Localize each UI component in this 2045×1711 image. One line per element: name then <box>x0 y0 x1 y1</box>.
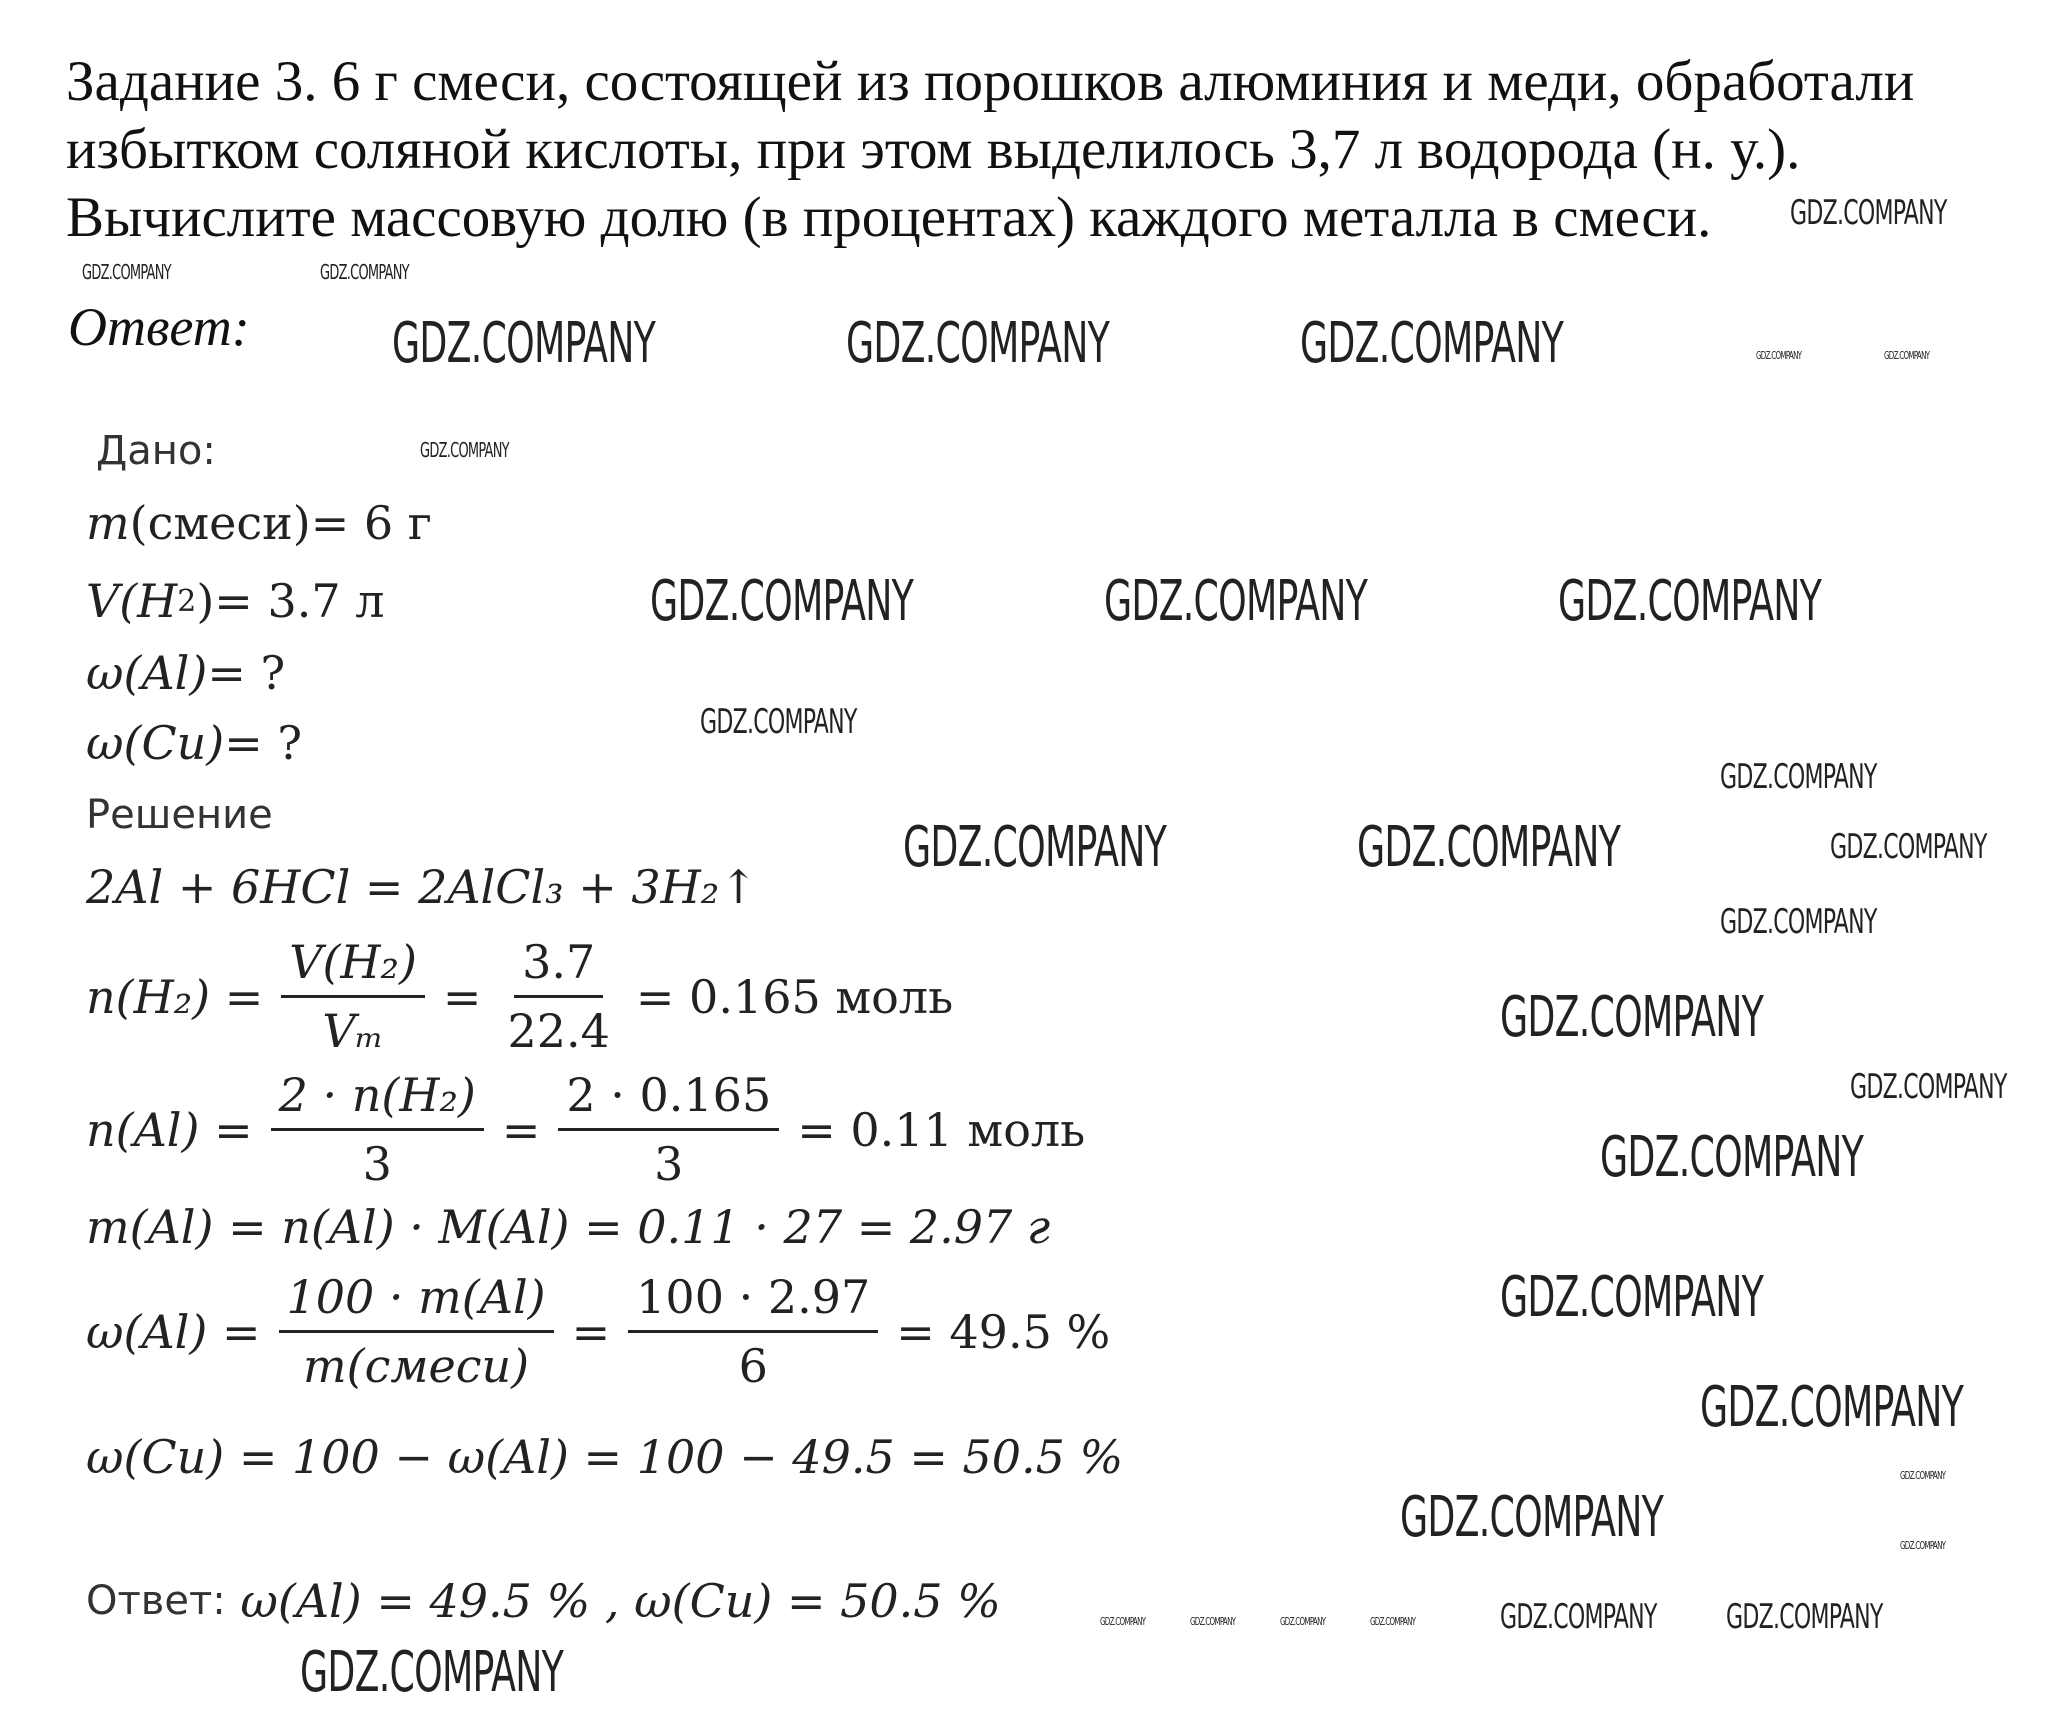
watermark: GDZ.COMPANY <box>1100 1615 1146 1628</box>
watermark: GDZ.COMPANY <box>1400 1485 1664 1550</box>
fraction: 100 · 2.97 6 <box>628 1270 879 1393</box>
fraction: 2 · n(H₂) 3 <box>270 1068 484 1191</box>
watermark: GDZ.COMPANY <box>1884 349 1930 362</box>
watermark: GDZ.COMPANY <box>846 311 1110 376</box>
final-answer: Ответ: ω(Al) = 49.5 % , ω(Cu) = 50.5 % <box>86 1574 1001 1628</box>
watermark: GDZ.COMPANY <box>1850 1067 2007 1107</box>
solution-label: Решение <box>86 792 273 838</box>
watermark: GDZ.COMPANY <box>300 1640 564 1705</box>
watermark: GDZ.COMPANY <box>420 438 510 462</box>
watermark: GDZ.COMPANY <box>903 815 1167 880</box>
watermark: GDZ.COMPANY <box>1756 349 1802 362</box>
fraction: 100 · m(Al) m(смеси) <box>278 1270 554 1393</box>
w-al-equation: ω(Al) = 100 · m(Al) m(смеси) = 100 · 2.97… <box>86 1270 1111 1393</box>
watermark: GDZ.COMPANY <box>1900 1469 1946 1482</box>
watermark: GDZ.COMPANY <box>1280 1615 1326 1628</box>
watermark: GDZ.COMPANY <box>1190 1615 1236 1628</box>
task-line: избытком соляной кислоты, при этом выдел… <box>66 118 1801 181</box>
watermark: GDZ.COMPANY <box>1558 569 1822 634</box>
watermark: GDZ.COMPANY <box>1500 985 1764 1050</box>
task-statement: Задание 3. 6 г смеси, состоящей из порош… <box>66 48 2006 252</box>
task-line: Вычислите массовую долю (в процентах) ка… <box>66 186 1712 249</box>
watermark: GDZ.COMPANY <box>392 311 656 376</box>
watermark: GDZ.COMPANY <box>1720 757 1877 797</box>
fraction: 2 · 0.165 3 <box>558 1068 780 1191</box>
watermark: GDZ.COMPANY <box>1357 815 1621 880</box>
w-cu-equation: ω(Cu) = 100 − ω(Al) = 100 − 49.5 = 50.5 … <box>86 1430 1124 1484</box>
given-w-cu: ω(Cu) = ? <box>86 716 303 770</box>
n-al-equation: n(Al) = 2 · n(H₂) 3 = 2 · 0.165 3 = 0.11 м… <box>86 1068 1086 1191</box>
watermark: GDZ.COMPANY <box>1790 193 1947 233</box>
fraction: 3.7 22.4 <box>507 935 610 1058</box>
watermark: GDZ.COMPANY <box>1500 1597 1657 1637</box>
given-label: Дано: <box>96 428 216 474</box>
watermark: GDZ.COMPANY <box>1104 569 1368 634</box>
watermark: GDZ.COMPANY <box>1600 1125 1864 1190</box>
given-mass-mix: m (смеси) = 6 г <box>86 496 432 550</box>
watermark: GDZ.COMPANY <box>1726 1597 1883 1637</box>
watermark: GDZ.COMPANY <box>1500 1265 1764 1330</box>
answer-heading: Ответ: <box>68 297 250 357</box>
watermark: GDZ.COMPANY <box>1720 902 1877 942</box>
fraction: V(H₂) Vₘ <box>281 935 425 1058</box>
reaction-equation: 2Al + 6HCl = 2AlCl₃ + 3H₂↑ <box>86 860 758 914</box>
given-volume-h2: V (H 2) = 3.7 л <box>86 574 385 628</box>
given-w-al: ω(Al) = ? <box>86 646 286 700</box>
watermark: GDZ.COMPANY <box>1830 827 1987 867</box>
watermark: GDZ.COMPANY <box>1700 1375 1964 1440</box>
watermark: GDZ.COMPANY <box>1900 1539 1946 1552</box>
watermark: GDZ.COMPANY <box>1300 311 1564 376</box>
watermark: GDZ.COMPANY <box>82 260 172 284</box>
n-h2-equation: n(H₂) = V(H₂) Vₘ = 3.7 22.4 = 0.165 моль <box>86 935 954 1058</box>
watermark: GDZ.COMPANY <box>320 260 410 284</box>
watermark: GDZ.COMPANY <box>1370 1615 1416 1628</box>
watermark: GDZ.COMPANY <box>650 569 914 634</box>
m-al-equation: m(Al) = n(Al) · M(Al) = 0.11 · 27 = 2.97… <box>86 1200 1051 1254</box>
watermark: GDZ.COMPANY <box>700 702 857 742</box>
task-line: Задание 3. 6 г смеси, состоящей из порош… <box>66 50 1915 113</box>
